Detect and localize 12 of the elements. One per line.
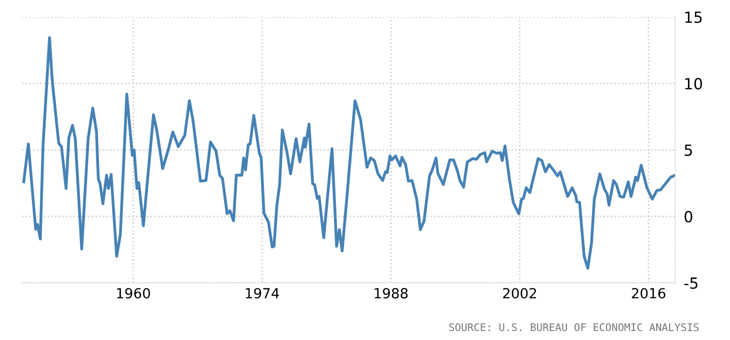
y-tick-label: 10: [685, 78, 702, 90]
y-tick-label: 0: [684, 210, 692, 222]
line-series: [22, 36, 676, 270]
x-tick-label: 1974: [246, 288, 279, 298]
y-tick-label: 15: [685, 12, 702, 24]
x-tick-label: 2016: [632, 288, 666, 298]
x-tick-label: 2002: [503, 288, 536, 298]
x-tick-label: 1988: [374, 288, 408, 298]
x-tick-label: 1960: [117, 288, 150, 298]
y-tick-label: -5: [684, 278, 698, 289]
y-tick-label: 5: [684, 144, 692, 156]
source-note: SOURCE: U.S. BUREAU OF ECONOMIC ANALYSIS: [449, 323, 699, 332]
